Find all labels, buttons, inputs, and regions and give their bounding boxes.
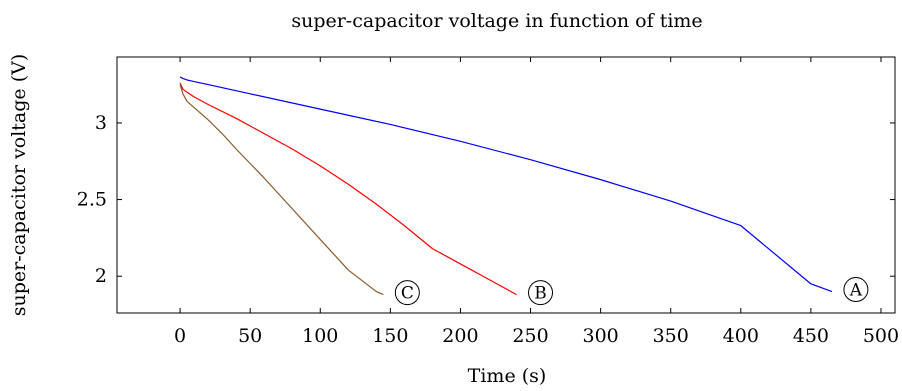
tick-marks: 0 50 100 150 200 250 300 350 400 450 500 2 2.5 3 xyxy=(77,57,899,347)
chart-title: super-capacitor voltage in function of t… xyxy=(291,10,702,32)
y-tick-label: 3 xyxy=(95,112,107,134)
series-line-C xyxy=(179,84,384,296)
series-line-B xyxy=(179,82,517,296)
x-tick-label: 150 xyxy=(372,325,408,347)
x-tick-label: 350 xyxy=(653,325,689,347)
x-tick-label: 250 xyxy=(512,325,548,347)
annotation-circle xyxy=(843,277,869,303)
x-tick-label: 200 xyxy=(442,325,478,347)
annotation-circle xyxy=(394,280,420,306)
annotation-label: C xyxy=(401,284,414,304)
x-tick-label: 450 xyxy=(793,325,829,347)
x-tick-label: 0 xyxy=(174,325,186,347)
x-axis-label: Time (s) xyxy=(468,365,547,387)
annotation-circle xyxy=(528,280,554,306)
x-tick-label: 50 xyxy=(238,325,262,347)
series-line-A xyxy=(179,76,833,293)
y-axis-label: super-capacitor voltage (V) xyxy=(8,54,30,316)
y-tick-label: 2 xyxy=(95,265,107,287)
x-tick-label: 400 xyxy=(723,325,759,347)
annotation-label: B xyxy=(534,284,547,304)
x-tick-label: 300 xyxy=(582,325,618,347)
annotation-label: A xyxy=(849,281,863,301)
plot-area xyxy=(116,56,896,314)
series-group xyxy=(179,76,833,296)
annotations: A B C xyxy=(394,277,869,306)
y-tick-label: 2.5 xyxy=(77,189,107,211)
x-tick-label: 500 xyxy=(863,325,899,347)
x-tick-label: 100 xyxy=(302,325,338,347)
